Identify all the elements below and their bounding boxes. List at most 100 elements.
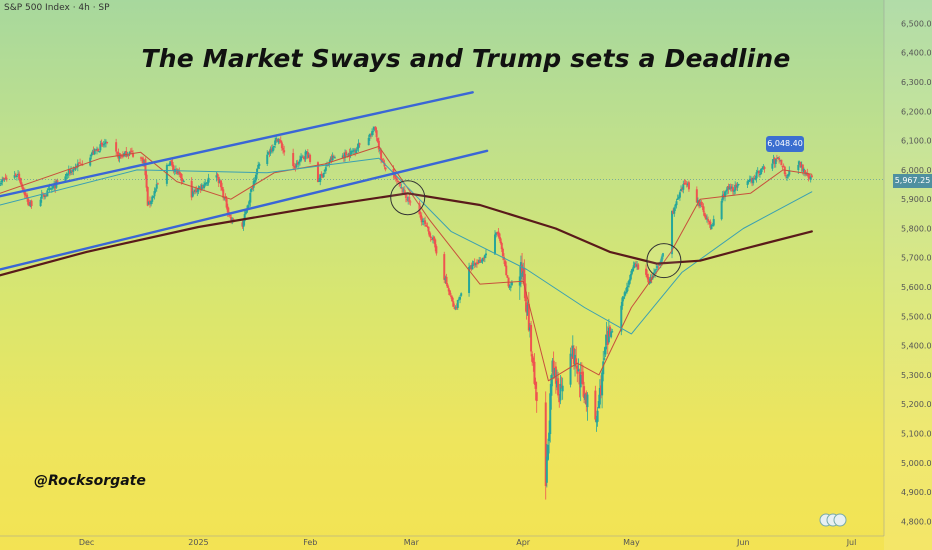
candle-body bbox=[602, 361, 605, 375]
candle-body bbox=[477, 263, 480, 265]
candle-body bbox=[800, 165, 803, 168]
candle-body bbox=[49, 188, 52, 190]
candle-body bbox=[328, 163, 331, 165]
candle-body bbox=[672, 210, 675, 214]
candle-body bbox=[548, 432, 551, 441]
y-tick-label: 4,900.00 bbox=[901, 488, 932, 497]
candle-body bbox=[351, 150, 354, 152]
chart-title: The Market Sways and Trump sets a Deadli… bbox=[141, 44, 791, 73]
candle-body bbox=[297, 161, 300, 164]
candle-body bbox=[127, 154, 130, 156]
candle-body bbox=[342, 154, 345, 159]
candle-body bbox=[121, 154, 124, 157]
y-tick-label: 5,700.00 bbox=[901, 254, 932, 263]
candle-body bbox=[774, 159, 777, 164]
candle-body bbox=[501, 248, 504, 257]
candle-body bbox=[280, 142, 283, 149]
candle-body bbox=[675, 201, 678, 206]
candle-body bbox=[177, 171, 180, 173]
candle-body bbox=[443, 254, 446, 280]
candle-body bbox=[406, 198, 409, 201]
candle-body bbox=[497, 231, 500, 235]
candle-body bbox=[150, 200, 153, 205]
candle-body bbox=[118, 155, 121, 159]
candle-body bbox=[397, 181, 400, 183]
candle-body bbox=[708, 220, 711, 222]
candle-body bbox=[758, 173, 761, 175]
candle-body bbox=[266, 154, 269, 165]
candle-body bbox=[660, 256, 663, 262]
candle-body bbox=[571, 345, 574, 357]
tradingview-logo-icon bbox=[819, 513, 847, 527]
candle-body bbox=[253, 179, 256, 183]
candle-body bbox=[402, 189, 405, 193]
candle-body bbox=[576, 365, 579, 374]
candle-body bbox=[746, 181, 749, 185]
lower-channel-line bbox=[0, 149, 489, 271]
y-tick-label: 5,100.00 bbox=[901, 429, 932, 438]
candle-body bbox=[333, 157, 336, 159]
candle-body bbox=[481, 257, 484, 262]
candle-body bbox=[13, 175, 16, 178]
candle-body bbox=[677, 196, 680, 199]
candle-body bbox=[215, 175, 218, 178]
candle-body bbox=[241, 222, 244, 227]
candle-body bbox=[701, 206, 704, 208]
candle-body bbox=[76, 163, 79, 168]
y-tick-label: 5,400.00 bbox=[901, 342, 932, 351]
candle-body bbox=[695, 189, 698, 203]
candle-body bbox=[407, 196, 410, 201]
candle-body bbox=[445, 276, 448, 285]
candle-body bbox=[704, 215, 707, 220]
candle-body bbox=[221, 187, 224, 190]
candle-body bbox=[808, 176, 811, 179]
candle-body bbox=[39, 199, 42, 207]
candle-body bbox=[20, 182, 23, 185]
candle-body bbox=[45, 195, 48, 197]
candle-body bbox=[703, 212, 706, 217]
candle-body bbox=[421, 220, 424, 222]
candle-body bbox=[702, 206, 705, 212]
candle-body bbox=[546, 444, 549, 460]
candle-body bbox=[752, 178, 755, 184]
candle-body bbox=[455, 307, 458, 309]
candle-body bbox=[483, 255, 486, 259]
candle-body bbox=[532, 357, 535, 363]
candle-body bbox=[330, 157, 333, 160]
candle-body bbox=[144, 159, 147, 176]
candle-body bbox=[145, 174, 148, 188]
candle-body bbox=[623, 292, 626, 297]
candle-body bbox=[509, 286, 512, 288]
candle-body bbox=[71, 170, 74, 172]
y-tick-label: 5,000.00 bbox=[901, 459, 932, 468]
candle-body bbox=[810, 175, 813, 178]
candle-body bbox=[426, 225, 429, 227]
candle-body bbox=[269, 148, 272, 154]
candle-body bbox=[294, 166, 297, 169]
candle-body bbox=[19, 177, 22, 183]
candle-body bbox=[97, 149, 100, 152]
candle-body bbox=[93, 148, 96, 155]
candle-body bbox=[428, 231, 431, 237]
candle-body bbox=[223, 197, 226, 199]
candle-body bbox=[624, 291, 627, 293]
candle-body bbox=[316, 162, 319, 183]
candle-body bbox=[196, 191, 199, 193]
candle-body bbox=[400, 186, 403, 188]
candle-body bbox=[347, 153, 350, 158]
candle-body bbox=[420, 216, 423, 223]
candle-body bbox=[755, 172, 758, 179]
y-tick-label: 6,100.00 bbox=[901, 137, 932, 146]
candle-body bbox=[79, 162, 82, 164]
candle-body bbox=[775, 157, 778, 159]
candle-body bbox=[207, 177, 210, 183]
candle-body bbox=[699, 202, 702, 206]
candle-body bbox=[295, 163, 298, 168]
candle-body bbox=[222, 189, 225, 198]
candle-body bbox=[0, 183, 3, 185]
candle-body bbox=[654, 269, 657, 274]
candle-body bbox=[809, 176, 812, 180]
candle-body bbox=[446, 284, 449, 288]
candle-body bbox=[807, 174, 810, 178]
